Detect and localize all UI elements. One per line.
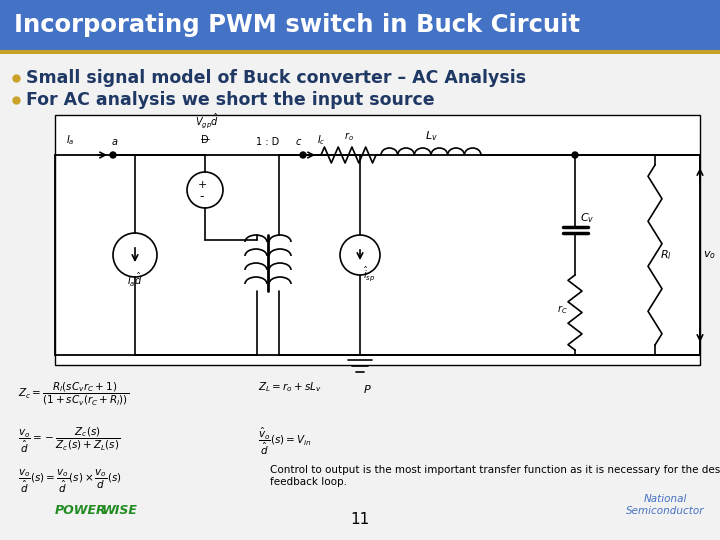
Text: $Z_L = r_o + sL_v$: $Z_L = r_o + sL_v$ (258, 380, 322, 394)
Text: 1 : D: 1 : D (256, 137, 279, 147)
Text: For AC analysis we short the input source: For AC analysis we short the input sourc… (26, 91, 435, 109)
Text: D: D (201, 135, 209, 145)
Text: $I_c$: $I_c$ (317, 133, 325, 147)
Text: Control to output is the most important transfer function as it is necessary for: Control to output is the most important … (270, 465, 720, 487)
Text: $Z_c = \dfrac{R_l(sC_v r_C + 1)}{(1 + sC_v(r_C + R_l))}$: $Z_c = \dfrac{R_l(sC_v r_C + 1)}{(1 + sC… (18, 380, 129, 407)
Text: National
Semiconductor: National Semiconductor (626, 494, 704, 516)
Text: WISE: WISE (102, 503, 138, 516)
Text: $\dfrac{v_o}{\hat{d}} = -\dfrac{Z_c(s)}{Z_c(s) + Z_L(s)}$: $\dfrac{v_o}{\hat{d}} = -\dfrac{Z_c(s)}{… (18, 425, 120, 455)
Text: Incorporating PWM switch in Buck Circuit: Incorporating PWM switch in Buck Circuit (14, 13, 580, 37)
Text: $\hat{i}_{sp}$: $\hat{i}_{sp}$ (363, 265, 375, 283)
Text: $\dfrac{\hat{v}_o}{\hat{d}}(s) = V_{in}$: $\dfrac{\hat{v}_o}{\hat{d}}(s) = V_{in}$ (258, 425, 312, 457)
Text: __: __ (200, 130, 210, 140)
Text: Small signal model of Buck converter – AC Analysis: Small signal model of Buck converter – A… (26, 69, 526, 87)
Text: 11: 11 (351, 512, 369, 528)
Text: $V_{gp}\hat{d}$: $V_{gp}\hat{d}$ (195, 111, 219, 130)
Text: $c$: $c$ (295, 137, 302, 147)
Bar (0, 0, 720, 50)
Text: $r_o$: $r_o$ (343, 130, 354, 143)
Text: $v_o$: $v_o$ (703, 249, 716, 261)
Text: $r_C$: $r_C$ (557, 303, 567, 316)
Text: $I_a$: $I_a$ (66, 133, 74, 147)
Circle shape (572, 152, 578, 158)
Circle shape (110, 152, 116, 158)
Text: $P$: $P$ (363, 383, 372, 395)
Text: $L_v$: $L_v$ (425, 129, 438, 143)
Text: $\dfrac{v_o}{\hat{d}}(s) = \dfrac{v_o}{\hat{d}}(s) \times \dfrac{v_o}{d}(s)$: $\dfrac{v_o}{\hat{d}}(s) = \dfrac{v_o}{\… (18, 468, 122, 495)
Text: POWER: POWER (55, 503, 107, 516)
Text: +: + (197, 180, 207, 190)
Text: -: - (199, 191, 204, 204)
Bar (0, 50, 720, 54)
Circle shape (300, 152, 306, 158)
Text: $a$: $a$ (112, 137, 119, 147)
Text: $R_l$: $R_l$ (660, 248, 672, 262)
Text: $I_a\hat{d}$: $I_a\hat{d}$ (127, 271, 143, 289)
Text: $C_v$: $C_v$ (580, 211, 595, 225)
Bar (55, 115, 700, 365)
